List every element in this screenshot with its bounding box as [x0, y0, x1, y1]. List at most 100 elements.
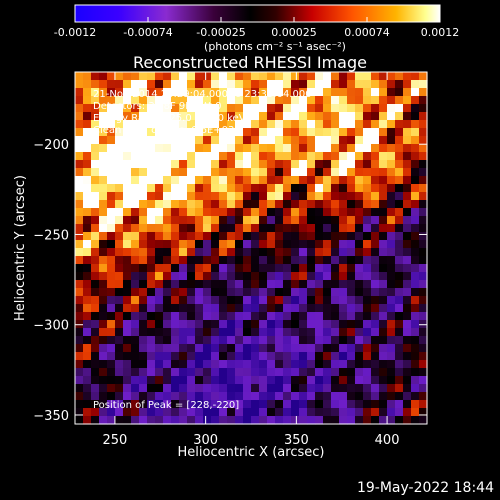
- heatmap-cell: [283, 312, 292, 321]
- heatmap-cell: [379, 88, 388, 97]
- heatmap-cell: [251, 144, 260, 153]
- heatmap-cell: [243, 72, 252, 81]
- heatmap-cell: [227, 416, 236, 425]
- heatmap-cell: [83, 256, 92, 265]
- heatmap-cell: [291, 376, 300, 385]
- heatmap-cell: [227, 136, 236, 145]
- heatmap-cell: [243, 192, 252, 201]
- heatmap-cell: [219, 376, 228, 385]
- heatmap-cell: [339, 368, 348, 377]
- heatmap-cell: [211, 400, 220, 409]
- heatmap-cell: [235, 392, 244, 401]
- heatmap-cell: [299, 72, 308, 81]
- heatmap-cell: [275, 128, 284, 137]
- heatmap-cell: [163, 232, 172, 241]
- heatmap-cell: [283, 208, 292, 217]
- heatmap-cell: [155, 280, 164, 289]
- heatmap-cell: [203, 240, 212, 249]
- heatmap-cell: [123, 192, 132, 201]
- heatmap-cell: [267, 184, 276, 193]
- heatmap-cell: [211, 256, 220, 265]
- heatmap-cell: [147, 216, 156, 225]
- heatmap-cell: [355, 416, 364, 425]
- heatmap-cell: [187, 288, 196, 297]
- heatmap-cell: [363, 192, 372, 201]
- heatmap-cell: [251, 112, 260, 121]
- heatmap-cell: [227, 192, 236, 201]
- heatmap-cell: [363, 152, 372, 161]
- heatmap-cell: [387, 272, 396, 281]
- heatmap-cell: [299, 80, 308, 89]
- heatmap-cell: [267, 160, 276, 169]
- heatmap-cell: [379, 400, 388, 409]
- heatmap-cell: [139, 208, 148, 217]
- heatmap-cell: [99, 392, 108, 401]
- heatmap-cell: [251, 168, 260, 177]
- y-axis-label: Heliocentric Y (arcsec): [13, 175, 28, 321]
- heatmap-cell: [307, 328, 316, 337]
- heatmap-cell: [355, 120, 364, 129]
- colorbar-tick-label: -0.00025: [196, 26, 245, 39]
- heatmap-cell: [211, 128, 220, 137]
- heatmap-cell: [163, 208, 172, 217]
- heatmap-cell: [107, 336, 116, 345]
- heatmap-cell: [171, 240, 180, 249]
- heatmap-cell: [147, 312, 156, 321]
- heatmap-cell: [187, 224, 196, 233]
- heatmap-cell: [171, 88, 180, 97]
- heatmap-cell: [187, 136, 196, 145]
- heatmap-cell: [139, 128, 148, 137]
- heatmap-cell: [195, 120, 204, 129]
- heatmap-cell: [419, 80, 428, 89]
- heatmap-cell: [107, 104, 116, 113]
- heatmap-cell: [411, 112, 420, 121]
- heatmap-cell: [363, 176, 372, 185]
- heatmap-cell: [139, 360, 148, 369]
- heatmap-cell: [219, 416, 228, 425]
- heatmap-cell: [323, 136, 332, 145]
- annotation-peak-position: Position of Peak = [228,-220]: [93, 400, 239, 411]
- heatmap-cell: [315, 104, 324, 113]
- heatmap-cell: [203, 224, 212, 233]
- heatmap-cell: [403, 304, 412, 313]
- heatmap-cell: [363, 232, 372, 241]
- heatmap-cell: [395, 128, 404, 137]
- heatmap-cell: [171, 216, 180, 225]
- heatmap-cell: [267, 88, 276, 97]
- heatmap-cell: [147, 160, 156, 169]
- heatmap-cell: [411, 104, 420, 113]
- heatmap-cell: [251, 216, 260, 225]
- heatmap-cell: [371, 376, 380, 385]
- heatmap-cell: [283, 80, 292, 89]
- heatmap-cell: [179, 256, 188, 265]
- heatmap-cell: [395, 88, 404, 97]
- heatmap-cell: [315, 128, 324, 137]
- heatmap-cell: [243, 344, 252, 353]
- heatmap-cell: [91, 336, 100, 345]
- heatmap-cell: [259, 304, 268, 313]
- heatmap-cell: [251, 120, 260, 129]
- heatmap-cell: [419, 400, 428, 409]
- x-tick-label: 350: [284, 433, 309, 448]
- heatmap-cell: [235, 176, 244, 185]
- heatmap-cell: [291, 248, 300, 257]
- heatmap-cell: [115, 384, 124, 393]
- heatmap-cell: [419, 304, 428, 313]
- heatmap-cell: [283, 168, 292, 177]
- heatmap-cell: [83, 272, 92, 281]
- heatmap-cell: [283, 352, 292, 361]
- heatmap-cell: [147, 336, 156, 345]
- heatmap-cell: [195, 152, 204, 161]
- heatmap-cell: [339, 288, 348, 297]
- heatmap-cell: [283, 408, 292, 417]
- heatmap-cell: [387, 160, 396, 169]
- heatmap-cell: [75, 352, 84, 361]
- heatmap-cell: [227, 152, 236, 161]
- heatmap-cell: [347, 392, 356, 401]
- heatmap-cell: [259, 104, 268, 113]
- heatmap-cell: [355, 112, 364, 121]
- heatmap-cell: [331, 280, 340, 289]
- heatmap-cell: [339, 216, 348, 225]
- heatmap-cell: [299, 176, 308, 185]
- heatmap-cell: [411, 224, 420, 233]
